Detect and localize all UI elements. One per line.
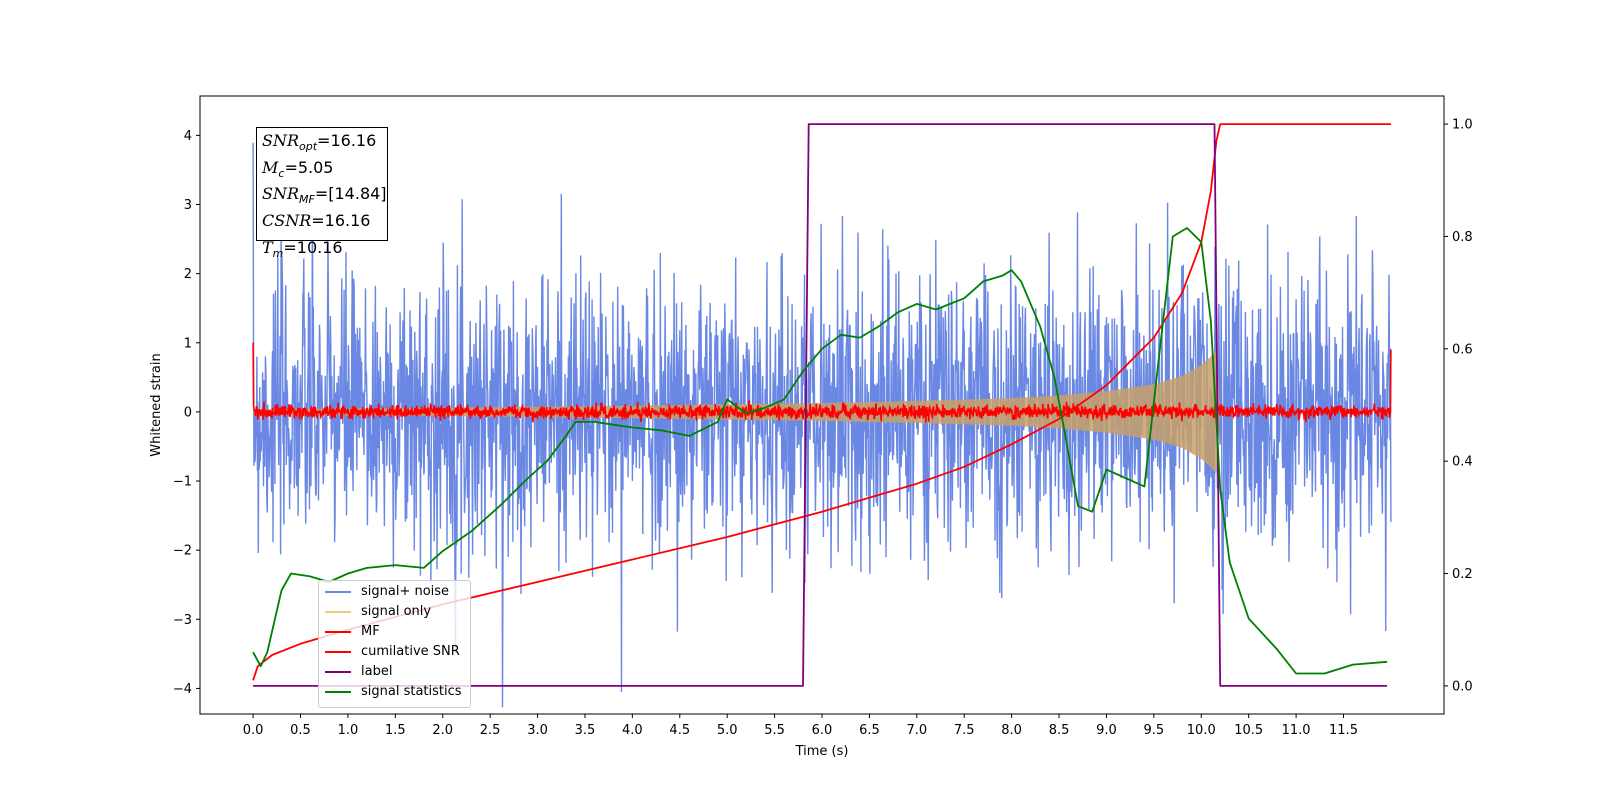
x-tick-label: 9.0 [1096,723,1117,738]
annotation-snr-opt: SNRopt=16.16 [262,131,377,154]
y-tick-label: 4 [184,129,192,144]
y-tick-label: −1 [173,475,192,490]
y2-tick-label: 1.0 [1452,118,1473,133]
x-tick-label: 3.0 [527,723,548,738]
legend-label: signal statistics [361,684,462,699]
x-tick-label: 2.0 [432,723,453,738]
x-axis-label: Time (s) [795,744,849,759]
y-tick-label: −2 [173,544,192,559]
x-tick-label: 3.5 [575,723,596,738]
y2-tick-label: 0.2 [1452,567,1473,582]
y-tick-label: −3 [173,613,192,628]
x-tick-label: 5.0 [717,723,738,738]
y2-tick-label: 0.8 [1452,230,1473,245]
annotation-box: SNRopt=16.16 Mc=5.05 SNRMF=[14.84] CSNR=… [256,127,388,260]
x-tick-label: 6.5 [859,723,880,738]
annotation-csnr: CSNR=16.16 [262,211,371,231]
x-tick-label: 4.5 [669,723,690,738]
x-tick-label: 6.0 [812,723,833,738]
legend-label: label [361,664,393,679]
x-tick-label: 7.5 [954,723,975,738]
y-axis-ticks: −4 −3 −2 −1 0 1 2 3 4 [173,129,200,697]
y-tick-label: 2 [184,267,192,282]
annotation-merger-time: Tm=10.16 [262,237,343,260]
x-tick-label: 0.5 [290,723,311,738]
legend-label: cumilative SNR [361,644,460,659]
legend-item-cumulative-snr: cumilative SNR [325,642,465,662]
y-tick-label: −4 [173,682,192,697]
legend-label: signal only [361,604,432,619]
x-tick-label: 2.5 [480,723,501,738]
legend-item-label: label [325,662,465,682]
y2-tick-label: 0.4 [1452,455,1473,470]
legend-label: MF [361,624,380,639]
series-label [253,123,1388,687]
series-mf [252,342,1392,423]
x-tick-label: 11.0 [1282,723,1311,738]
series-signal-statistics [252,227,1388,675]
x-tick-label: 9.5 [1144,723,1165,738]
x-tick-label: 10.5 [1234,723,1263,738]
legend-swatch [325,691,351,693]
x-axis-ticks: 0.0 0.5 1.0 1.5 2.0 2.5 3.0 3.5 4.0 4.5 5.0 5.5 6.0 6… [243,714,1358,738]
legend: signal+ noise signal only MF cumilative … [318,580,471,708]
x-tick-label: 11.5 [1329,723,1358,738]
legend-item-signal-statistics: signal statistics [325,682,465,702]
series-signal-noise [252,142,1392,708]
legend-swatch [325,631,351,633]
y2-tick-label: 0.6 [1452,342,1473,357]
legend-item-mf: MF [325,622,465,642]
y-tick-label: 1 [184,336,192,351]
x-tick-label: 4.0 [622,723,643,738]
y2-tick-label: 0.0 [1452,679,1473,694]
y2-axis-ticks: 0.0 0.2 0.4 0.6 0.8 1.0 [1444,118,1473,694]
x-tick-label: 5.5 [764,723,785,738]
legend-swatch [325,671,351,673]
x-tick-label: 0.0 [243,723,264,738]
x-tick-label: 1.5 [385,723,406,738]
annotation-snr-mf: SNRMF=[14.84] [262,184,387,207]
legend-swatch [325,611,351,613]
legend-swatch [325,651,351,653]
x-tick-label: 7.0 [906,723,927,738]
legend-item-signal-only: signal only [325,602,465,622]
x-tick-label: 8.5 [1049,723,1070,738]
y-tick-label: 3 [184,198,192,213]
legend-swatch [325,591,351,593]
x-tick-label: 8.0 [1001,723,1022,738]
y-axis-label: Whitened strain [149,353,164,456]
x-tick-label: 10.0 [1187,723,1216,738]
legend-item-signal-noise: signal+ noise [325,582,465,602]
annotation-chirp-mass: Mc=5.05 [262,157,334,180]
legend-label: signal+ noise [361,584,450,599]
x-tick-label: 1.0 [338,723,359,738]
y-tick-label: 0 [184,405,192,420]
